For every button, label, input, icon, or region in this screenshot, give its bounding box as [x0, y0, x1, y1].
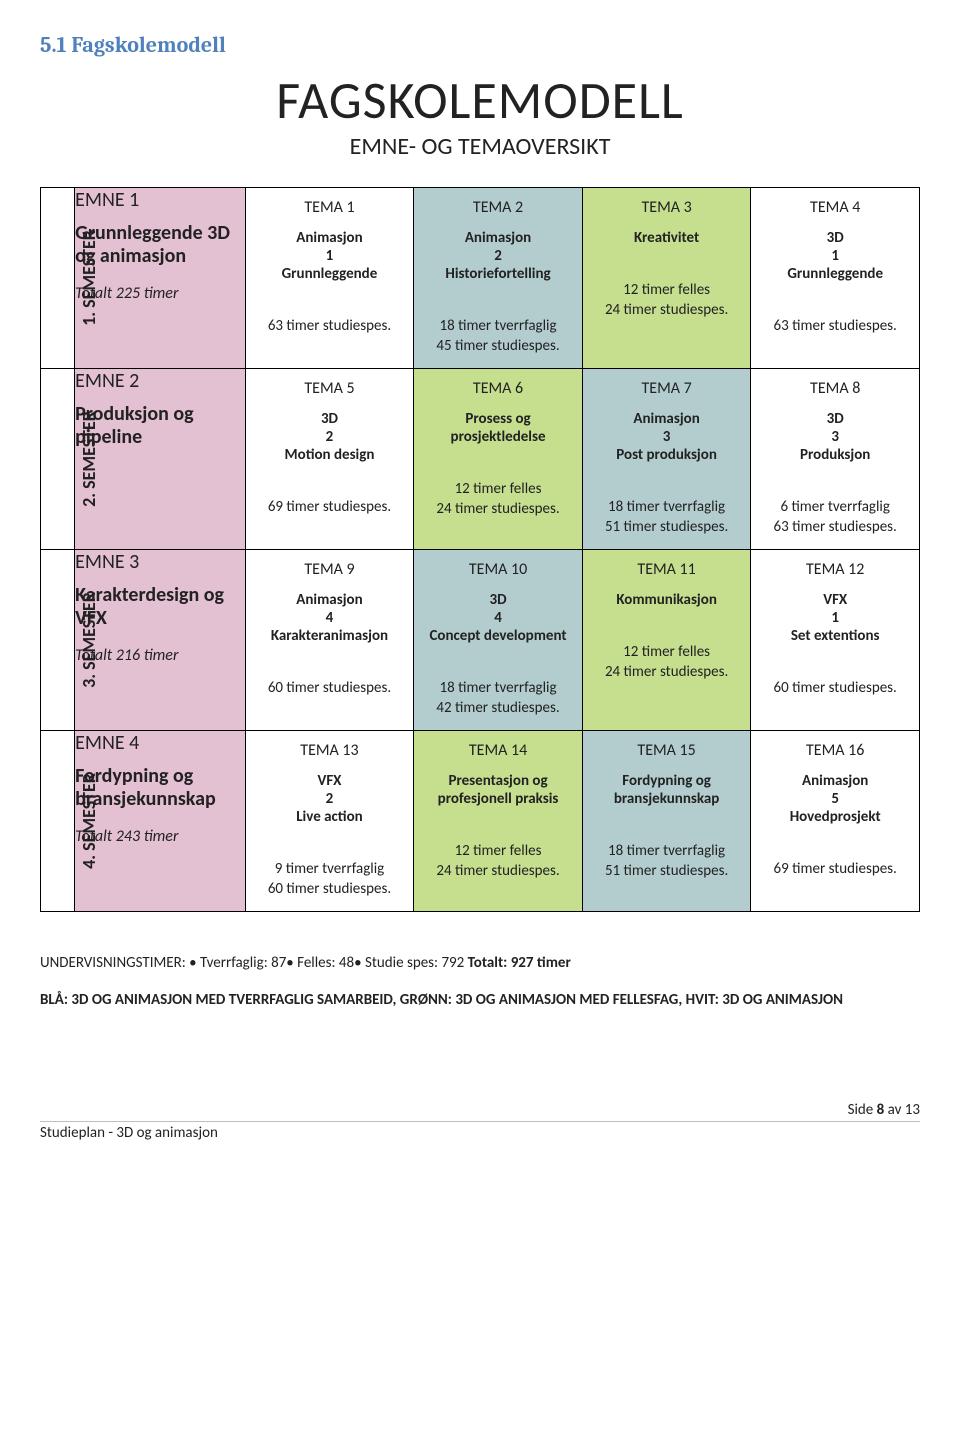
tema-head: TEMA 1	[246, 188, 414, 229]
emne-cell: EMNE 1 Grunnleggende 3D og animasjon Total…	[75, 188, 246, 369]
tema-foot: 69 timer studiespes.	[246, 490, 414, 530]
tema-cell: TEMA 53D2Motion design69 timer studiespe…	[245, 369, 414, 550]
tema-body: Prosess og prosjektledelse	[414, 410, 582, 472]
tema-head: TEMA 16	[751, 731, 919, 772]
emne-cell: EMNE 3 Karakterdesign og VFX Totalt 216 ti…	[75, 550, 246, 731]
tema-body: VFX1Set extentions	[751, 591, 919, 671]
tema-head: TEMA 11	[583, 550, 751, 591]
tema-foot: 12 timer felles24 timer studiespes.	[414, 472, 582, 531]
tema-foot: 12 timer felles24 timer studiespes.	[414, 834, 582, 893]
semester-label: 4. SEMESTER	[41, 731, 75, 912]
tema-cell: TEMA 1Animasjon1Grunnleggende63 timer st…	[245, 188, 414, 369]
page-prefix: Side	[848, 1101, 877, 1119]
tema-foot: 18 timer tverrfaglig42 timer studiespes.	[414, 671, 582, 730]
tema-body: VFX2Live action	[246, 772, 414, 852]
tema-cell: TEMA 3Kreativitet12 timer felles24 timer…	[582, 188, 751, 369]
tema-body: Fordypning og bransjekunnskap	[583, 772, 751, 834]
tema-body: Kommunikasjon	[583, 591, 751, 635]
tema-foot: 18 timer tverrfaglig51 timer studiespes.	[583, 490, 751, 549]
tema-head: TEMA 6	[414, 369, 582, 410]
tema-foot: 12 timer felles24 timer studiespes.	[583, 635, 751, 694]
tema-foot: 63 timer studiespes.	[751, 309, 919, 349]
curriculum-table: 1. SEMESTEREMNE 1 Grunnleggende 3D og ani…	[40, 187, 920, 912]
sub-title: EMNE- OG TEMAOVERSIKT	[40, 132, 920, 161]
tema-body: Animasjon1Grunnleggende	[246, 229, 414, 309]
emne-number: EMNE 2	[75, 369, 245, 393]
tema-head: TEMA 15	[583, 731, 751, 772]
emne-number: EMNE 1	[75, 188, 245, 212]
footer-doc-title: Studieplan - 3D og animasjon	[40, 1122, 920, 1142]
tema-foot: 60 timer studiespes.	[246, 671, 414, 711]
tema-cell: TEMA 14Presentasjon og profesjonell prak…	[414, 731, 583, 912]
tema-body: Animasjon4Karakteranimasjon	[246, 591, 414, 671]
tema-head: TEMA 10	[414, 550, 582, 591]
tema-cell: TEMA 6Prosess og prosjektledelse12 timer…	[414, 369, 583, 550]
tema-cell: TEMA 15Fordypning og bransjekunnskap18 t…	[582, 731, 751, 912]
tema-body: 3D4Concept development	[414, 591, 582, 671]
footnote-hours-text: UNDERVISNINGSTIMER: • Tverrfaglig: 87• F…	[40, 954, 468, 972]
tema-head: TEMA 12	[751, 550, 919, 591]
footnote-hours: UNDERVISNINGSTIMER: • Tverrfaglig: 87• F…	[40, 952, 920, 975]
page-mid: av	[884, 1101, 905, 1119]
tema-cell: TEMA 13VFX2Live action9 timer tverrfagli…	[245, 731, 414, 912]
emne-cell: EMNE 2 Produksjon og pipeline	[75, 369, 246, 550]
tema-cell: TEMA 103D4Concept development18 timer tv…	[414, 550, 583, 731]
emne-cell: EMNE 4 Fordypning og bransjekunnskap Total…	[75, 731, 246, 912]
footnotes: UNDERVISNINGSTIMER: • Tverrfaglig: 87• F…	[40, 952, 920, 1011]
tema-head: TEMA 3	[583, 188, 751, 229]
emne-number: EMNE 4	[75, 731, 245, 755]
tema-foot: 9 timer tverrfaglig60 timer studiespes.	[246, 852, 414, 911]
footnote-hours-total: Totalt: 927 timer	[468, 954, 571, 972]
tema-body: Animasjon3Post produksjon	[583, 410, 751, 490]
tema-head: TEMA 2	[414, 188, 582, 229]
page-total: 13	[905, 1101, 920, 1119]
tema-body: Animasjon5Hovedprosjekt	[751, 772, 919, 852]
tema-cell: TEMA 83D3Produksjon6 timer tverrfaglig63…	[751, 369, 920, 550]
tema-cell: TEMA 7Animasjon3Post produksjon18 timer …	[582, 369, 751, 550]
tema-foot: 63 timer studiespes.	[246, 309, 414, 349]
legend-text: BLÅ: 3D OG ANIMASJON MED TVERRFAGLIG SAM…	[40, 989, 920, 1012]
tema-cell: TEMA 43D1Grunnleggende63 timer studiespe…	[751, 188, 920, 369]
tema-head: TEMA 9	[246, 550, 414, 591]
emne-number: EMNE 3	[75, 550, 245, 574]
tema-body: Animasjon2Historiefortelling	[414, 229, 582, 309]
tema-cell: TEMA 11Kommunikasjon12 timer felles24 ti…	[582, 550, 751, 731]
tema-cell: TEMA 2Animasjon2Historiefortelling18 tim…	[414, 188, 583, 369]
tema-body: Presentasjon og profesjonell praksis	[414, 772, 582, 834]
section-heading: 5.1 Fagskolemodell	[40, 32, 920, 58]
semester-label: 2. SEMESTER	[41, 369, 75, 550]
tema-cell: TEMA 16Animasjon5Hovedprosjekt69 timer s…	[751, 731, 920, 912]
tema-body: 3D3Produksjon	[751, 410, 919, 490]
tema-head: TEMA 7	[583, 369, 751, 410]
tema-head: TEMA 8	[751, 369, 919, 410]
tema-foot: 12 timer felles24 timer studiespes.	[583, 273, 751, 332]
semester-label: 3. SEMESTER	[41, 550, 75, 731]
emne-total: Totalt 243 timer	[75, 827, 245, 846]
emne-total: Totalt 216 timer	[75, 646, 245, 665]
tema-body: 3D1Grunnleggende	[751, 229, 919, 309]
tema-foot: 18 timer tverrfaglig45 timer studiespes.	[414, 309, 582, 368]
tema-foot: 6 timer tverrfaglig63 timer studiespes.	[751, 490, 919, 549]
tema-body: Kreativitet	[583, 229, 751, 273]
tema-foot: 60 timer studiespes.	[751, 671, 919, 711]
emne-title: Produksjon og pipeline	[75, 403, 245, 449]
tema-head: TEMA 5	[246, 369, 414, 410]
tema-foot: 18 timer tverrfaglig51 timer studiespes.	[583, 834, 751, 893]
tema-cell: TEMA 9Animasjon4Karakteranimasjon60 time…	[245, 550, 414, 731]
main-title: FAGSKOLEMODELL	[40, 68, 920, 132]
tema-cell: TEMA 12VFX1Set extentions60 timer studie…	[751, 550, 920, 731]
tema-head: TEMA 4	[751, 188, 919, 229]
semester-label: 1. SEMESTER	[41, 188, 75, 369]
tema-head: TEMA 14	[414, 731, 582, 772]
tema-foot: 69 timer studiespes.	[751, 852, 919, 892]
tema-head: TEMA 13	[246, 731, 414, 772]
emne-title: Fordypning og bransjekunnskap	[75, 765, 245, 811]
emne-total: Totalt 225 timer	[75, 284, 245, 303]
emne-title: Grunnleggende 3D og animasjon	[75, 222, 245, 268]
tema-body: 3D2Motion design	[246, 410, 414, 490]
emne-title: Karakterdesign og VFX	[75, 584, 245, 630]
